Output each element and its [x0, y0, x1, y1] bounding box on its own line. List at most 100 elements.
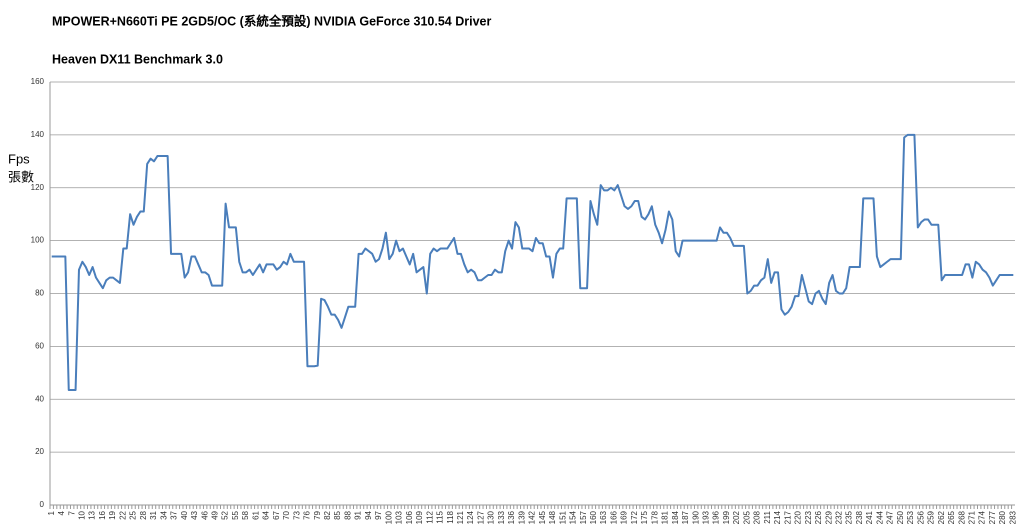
x-tick-label: 199 — [722, 510, 731, 524]
x-tick-label: 100 — [384, 510, 393, 524]
x-tick-label: 76 — [303, 510, 312, 519]
x-tick-label: 229 — [824, 510, 833, 524]
x-tick-label: 67 — [272, 510, 281, 519]
y-tick-label: 140 — [31, 130, 45, 139]
x-tick-label: 52 — [221, 510, 230, 519]
x-tick-label: 109 — [415, 510, 424, 524]
x-tick-label: 226 — [814, 510, 823, 524]
x-tick-label: 196 — [712, 510, 721, 524]
x-tick-label: 235 — [845, 510, 854, 524]
x-tick-label: 148 — [548, 510, 557, 524]
x-tick-label: 202 — [732, 510, 741, 524]
x-tick-label: 4 — [57, 510, 66, 515]
x-tick-label: 82 — [323, 510, 332, 519]
x-tick-label: 28 — [139, 510, 148, 519]
x-tick-label: 253 — [906, 510, 915, 524]
y-axis-label: 張數 — [8, 169, 34, 184]
x-tick-label: 217 — [783, 510, 792, 524]
y-tick-label: 60 — [35, 341, 44, 350]
x-tick-label: 79 — [313, 510, 322, 519]
x-tick-label: 274 — [978, 510, 987, 524]
y-tick-label: 0 — [40, 500, 45, 509]
x-tick-label: 160 — [589, 510, 598, 524]
x-tick-label: 250 — [896, 510, 905, 524]
chart-title: MPOWER+N660Ti PE 2GD5/OC (系統全預設) NVIDIA … — [52, 13, 492, 28]
x-tick-label: 184 — [671, 510, 680, 524]
y-tick-label: 80 — [35, 289, 44, 298]
x-tick-label: 277 — [988, 510, 997, 524]
x-tick-label: 256 — [916, 510, 925, 524]
x-tick-label: 40 — [180, 510, 189, 519]
y-tick-label: 160 — [31, 77, 45, 86]
x-tick-label: 181 — [661, 510, 670, 524]
x-tick-label: 139 — [517, 510, 526, 524]
x-tick-label: 112 — [425, 510, 434, 523]
x-tick-label: 61 — [251, 510, 260, 519]
x-tick-label: 121 — [456, 510, 465, 524]
x-tick-label: 103 — [395, 510, 404, 524]
x-tick-label: 124 — [466, 510, 475, 524]
x-tick-label: 25 — [129, 510, 138, 519]
x-tick-label: 85 — [333, 510, 342, 519]
x-tick-label: 259 — [927, 510, 936, 524]
x-tick-label: 268 — [957, 510, 966, 524]
x-tick-label: 70 — [282, 510, 291, 519]
x-tick-label: 154 — [569, 510, 578, 524]
x-tick-label: 232 — [834, 510, 843, 524]
x-tick-label: 106 — [405, 510, 414, 524]
x-tick-label: 49 — [210, 510, 219, 519]
x-tick-label: 280 — [998, 510, 1007, 524]
x-tick-label: 88 — [343, 510, 352, 519]
x-tick-label: 133 — [497, 510, 506, 524]
x-tick-label: 244 — [875, 510, 884, 524]
x-tick-label: 22 — [118, 510, 127, 519]
x-tick-label: 58 — [241, 510, 250, 519]
x-tick-label: 208 — [753, 510, 762, 524]
x-tick-label: 97 — [374, 510, 383, 519]
x-tick-label: 115 — [436, 510, 445, 523]
x-tick-label: 37 — [170, 510, 179, 519]
x-tick-label: 19 — [108, 510, 117, 519]
x-tick-label: 91 — [354, 510, 363, 519]
x-tick-label: 64 — [262, 510, 271, 519]
y-tick-label: 20 — [35, 447, 44, 456]
x-tick-label: 10 — [78, 510, 87, 519]
x-tick-label: 220 — [794, 510, 803, 524]
y-tick-label: 40 — [35, 394, 44, 403]
x-tick-label: 127 — [476, 510, 485, 524]
x-tick-label: 211 — [763, 510, 772, 523]
x-tick-label: 16 — [98, 510, 107, 519]
x-tick-label: 283 — [1008, 510, 1017, 524]
x-tick-label: 247 — [886, 510, 895, 524]
chart-subtitle: Heaven DX11 Benchmark 3.0 — [52, 52, 223, 66]
x-tick-label: 142 — [528, 510, 537, 524]
x-tick-label: 1 — [47, 510, 56, 515]
x-tick-label: 46 — [200, 510, 209, 519]
y-axis-label: Fps — [8, 151, 30, 166]
x-tick-label: 175 — [640, 510, 649, 524]
x-tick-label: 169 — [620, 510, 629, 524]
x-tick-label: 145 — [538, 510, 547, 524]
x-tick-label: 94 — [364, 510, 373, 519]
x-tick-label: 136 — [507, 510, 516, 524]
data-line — [51, 133, 1014, 391]
y-tick-label: 120 — [31, 183, 45, 192]
x-tick-label: 172 — [630, 510, 639, 524]
x-tick-label: 13 — [88, 510, 97, 519]
x-tick-label: 265 — [947, 510, 956, 524]
x-tick-label: 73 — [292, 510, 301, 519]
x-tick-label: 178 — [650, 510, 659, 524]
x-tick-label: 187 — [681, 510, 690, 524]
x-tick-label: 262 — [937, 510, 946, 524]
x-tick-label: 7 — [67, 510, 76, 515]
x-tick-label: 166 — [609, 510, 618, 524]
x-tick-label: 55 — [231, 510, 240, 519]
x-tick-label: 43 — [190, 510, 199, 519]
x-tick-label: 34 — [159, 510, 168, 519]
x-tick-label: 163 — [599, 510, 608, 524]
x-tick-label: 205 — [742, 510, 751, 524]
x-tick-label: 151 — [558, 510, 567, 524]
x-tick-label: 223 — [804, 510, 813, 524]
